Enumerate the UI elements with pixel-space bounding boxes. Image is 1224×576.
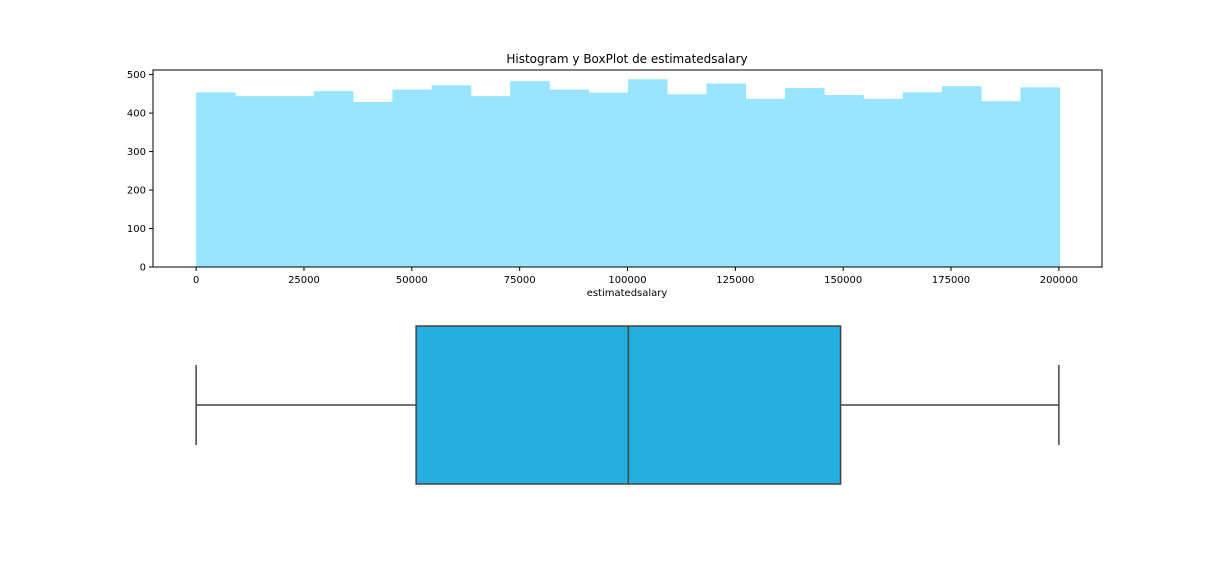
histogram-bar xyxy=(588,92,629,267)
x-tick-label: 175000 xyxy=(932,275,970,286)
histogram-bar xyxy=(274,96,315,267)
y-axis-ticks: 0 100 200 300 400 500 xyxy=(127,70,153,274)
chart-title: Histogram y BoxPlot de estimatedsalary xyxy=(506,52,747,66)
plot-area-frame xyxy=(152,69,1103,268)
histogram-bar xyxy=(902,92,943,267)
histogram-bar xyxy=(863,98,904,267)
y-tick-label: 400 xyxy=(127,109,146,120)
x-tick-label: 150000 xyxy=(824,275,862,286)
x-tick-label: 0 xyxy=(193,275,199,286)
histogram-bars xyxy=(196,79,1061,267)
y-tick-label: 200 xyxy=(127,186,146,197)
histogram-bar xyxy=(470,96,511,267)
histogram-bar xyxy=(941,86,982,267)
histogram-bar xyxy=(627,79,668,267)
x-tick-label: 200000 xyxy=(1040,275,1078,286)
histogram-bar xyxy=(1020,87,1061,267)
histogram-bar xyxy=(235,96,276,267)
histogram-bar xyxy=(313,91,354,267)
histogram-bar xyxy=(196,92,236,267)
histogram-bar xyxy=(431,85,472,267)
y-tick-label: 100 xyxy=(127,224,146,235)
x-axis-label: estimatedsalary xyxy=(587,288,668,299)
x-tick-label: 125000 xyxy=(716,275,754,286)
histogram-bar xyxy=(510,81,550,267)
x-tick-label: 25000 xyxy=(288,275,320,286)
histogram-bar xyxy=(353,101,393,267)
y-tick-label: 500 xyxy=(127,70,146,81)
x-tick-label: 75000 xyxy=(504,275,536,286)
histogram-bar xyxy=(706,83,747,267)
histogram-bar xyxy=(549,89,590,267)
histogram-bar xyxy=(981,101,1021,267)
y-tick-label: 0 xyxy=(140,263,146,274)
histogram-bar xyxy=(784,88,825,267)
histogram-bar xyxy=(745,98,786,267)
histogram-bar xyxy=(392,89,433,267)
x-axis-ticks: 0 25000 50000 75000 100000 125000 150000 175000… xyxy=(193,267,1078,286)
x-tick-label: 50000 xyxy=(396,275,428,286)
boxplot xyxy=(195,325,1060,485)
histogram-bar xyxy=(667,94,707,267)
y-tick-label: 300 xyxy=(127,147,146,158)
histogram-bar xyxy=(824,95,864,267)
x-tick-label: 100000 xyxy=(608,275,646,286)
